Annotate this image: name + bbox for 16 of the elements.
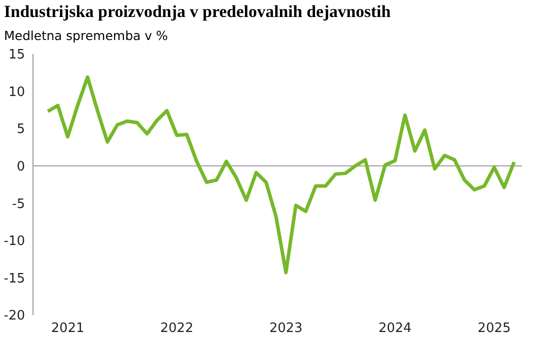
y-tick-label: 15 (8, 48, 25, 63)
y-tick-label: -10 (4, 234, 25, 250)
y-tick-label: -15 (4, 271, 25, 286)
x-tick-label: 2023 (269, 321, 302, 336)
line-series (46, 75, 516, 274)
x-tick-label: 2022 (160, 321, 194, 336)
y-tick-label: -20 (4, 308, 25, 324)
x-tick-label: 2021 (51, 321, 84, 336)
y-tick-label: 10 (8, 84, 25, 100)
x-tick-label: 2025 (478, 321, 511, 336)
y-tick-label: -5 (12, 196, 25, 212)
x-tick-label: 2024 (378, 321, 412, 336)
chart-subtitle: Medletna sprememba v % (4, 28, 168, 43)
y-tick-label: 0 (16, 159, 25, 174)
chart-title: Industrijska proizvodnja v predelovalnih dejavnostih (4, 2, 391, 22)
y-tick-label: 5 (16, 122, 25, 138)
